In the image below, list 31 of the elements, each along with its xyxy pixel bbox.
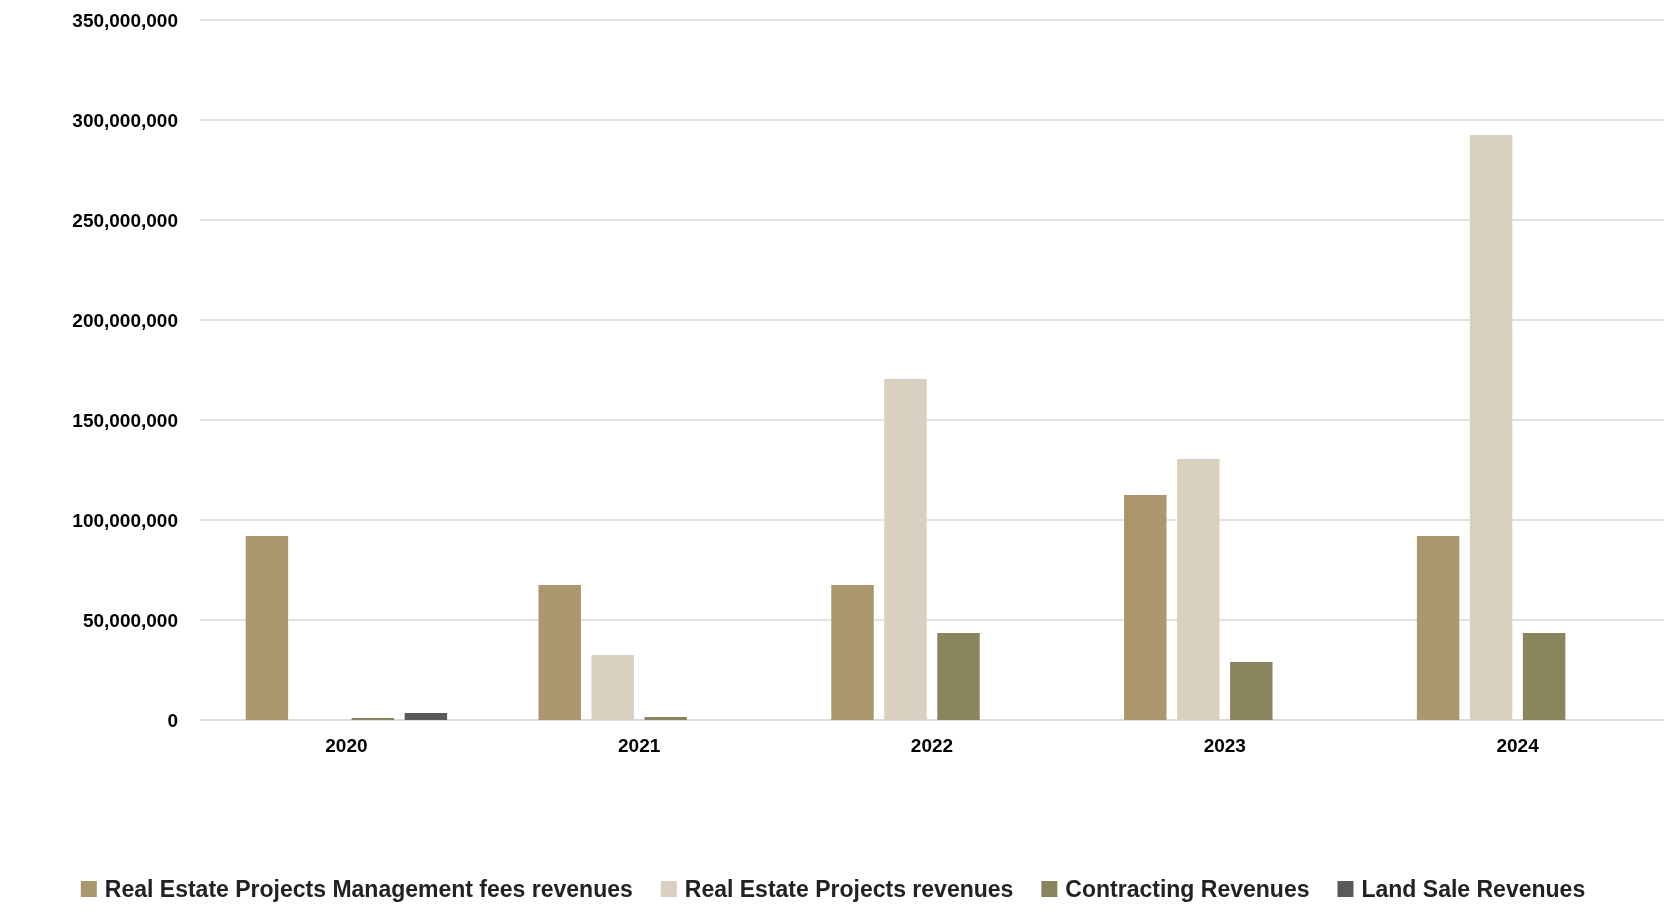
x-tick-label: 2020 — [325, 735, 368, 756]
bar — [884, 379, 927, 720]
bar — [937, 633, 980, 720]
y-tick-label: 50,000,000 — [82, 609, 178, 631]
legend-label: Real Estate Projects Management fees revenues — [104, 876, 633, 902]
bar — [644, 717, 687, 720]
bar — [591, 655, 634, 720]
y-tick-label: 0 — [167, 709, 178, 731]
legend-label: Land Sale Revenues — [1361, 876, 1586, 902]
y-tick-label: 150,000,000 — [72, 409, 178, 431]
bar — [245, 536, 289, 720]
bar — [831, 585, 874, 720]
x-tick-label: 2023 — [1203, 735, 1246, 756]
bar — [1124, 495, 1167, 720]
legend-label: Real Estate Projects revenues — [684, 876, 1014, 902]
y-tick-label: 350,000,000 — [72, 9, 178, 31]
y-tick-label: 300,000,000 — [72, 109, 178, 131]
y-tick-label: 100,000,000 — [72, 509, 178, 531]
x-tick-label: 2021 — [618, 735, 661, 756]
y-tick-label: 250,000,000 — [72, 209, 178, 231]
bar — [1230, 662, 1273, 720]
legend-label: Contracting Revenues — [1065, 876, 1310, 902]
x-tick-label: 2022 — [910, 735, 954, 756]
bar — [1469, 135, 1513, 720]
bar — [538, 585, 581, 720]
x-tick-label: 2024 — [1496, 735, 1540, 756]
bar — [1177, 459, 1220, 720]
bar — [404, 713, 448, 720]
bar — [1416, 536, 1460, 720]
y-tick-label: 200,000,000 — [72, 309, 178, 331]
bar — [1522, 633, 1566, 720]
